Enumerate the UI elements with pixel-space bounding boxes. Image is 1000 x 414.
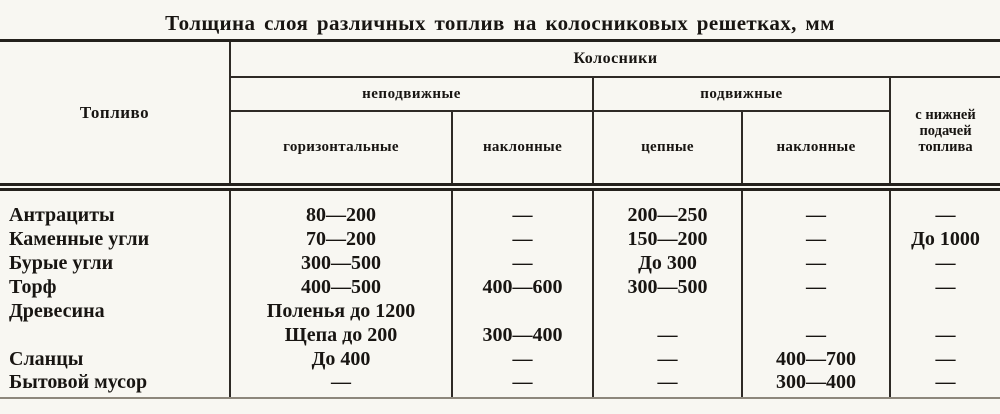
column-header-inclined-movable: наклонные <box>742 111 891 191</box>
value-cell: — <box>742 275 891 299</box>
bottom-feed-line-3: топлива <box>918 138 973 155</box>
value-cell: 400—700 <box>742 347 891 371</box>
fuel-name-cell <box>0 323 231 347</box>
fuel-name-cell: Каменные угли <box>0 227 231 251</box>
value-cell: — <box>593 323 743 347</box>
value-cell: — <box>742 187 891 227</box>
value-cell: 70—200 <box>230 227 453 251</box>
table-row-shales: Сланцы До 400 — — 400—700 — <box>0 347 1000 371</box>
fuel-name-cell: Антрациты <box>0 187 231 227</box>
value-cell: — <box>593 371 743 399</box>
value-cell: Щепа до 200 <box>230 323 453 347</box>
column-header-horizontal: горизонтальные <box>230 111 453 191</box>
bottom-feed-line-1: с нижней <box>915 106 976 123</box>
value-cell: 300—400 <box>742 371 891 399</box>
column-header-chain: цепные <box>593 111 743 191</box>
value-cell <box>890 299 1000 323</box>
header-row-groups: Топливо Колосники <box>0 39 1000 191</box>
column-header-fuel: Топливо <box>0 39 231 191</box>
value-cell: — <box>593 347 743 371</box>
value-cell: — <box>935 347 956 370</box>
table-row-peat: Торф 400—500 400—600 300—500 — — <box>0 275 1000 299</box>
table-row-household-refuse: Бытовой мусор — — — 300—400 — <box>0 371 1000 399</box>
value-cell: До 300 <box>593 251 743 275</box>
header-row-subgroups: неподвижные подвижные с нижней подачей т… <box>0 77 1000 191</box>
value-cell: — <box>742 251 891 275</box>
value-cell: — <box>452 227 594 251</box>
value-cell <box>452 299 594 323</box>
value-cell: 300—500 <box>593 275 743 299</box>
value-cell: 80—200 <box>230 187 453 227</box>
value-cell: — <box>452 251 594 275</box>
value-cell: — <box>935 323 956 346</box>
header-row-leaf: горизонтальные наклонные цепные наклонны… <box>0 111 1000 191</box>
page-title: Толщина слоя различных топлив на колосни… <box>165 11 835 35</box>
value-cell <box>742 299 891 323</box>
table-row-anthracites: Антрациты 80—200 — 200—250 — — <box>0 187 1000 227</box>
table-row-brown-coals: Бурые угли 300—500 — До 300 — — <box>0 251 1000 275</box>
value-cell: Поленья до 1200 <box>230 299 453 323</box>
fuel-thickness-table: Топливо Колосники неподвижные подвижные … <box>0 39 1000 399</box>
value-cell: — <box>452 187 594 227</box>
column-header-inclined-fixed: наклонные <box>452 111 594 191</box>
value-cell: 400—600 <box>452 275 594 299</box>
column-group-header-grates: Колосники <box>230 39 1000 78</box>
table-row-wood-logs: Древесина Поленья до 1200 <box>0 299 1000 323</box>
table-row-hard-coals: Каменные угли 70—200 — 150—200 — До 1000 <box>0 227 1000 251</box>
column-subgroup-movable: подвижные <box>593 77 891 112</box>
value-cell: 300—500 <box>230 251 453 275</box>
fuel-name-cell: Сланцы <box>0 347 231 371</box>
value-cell: — <box>742 323 891 347</box>
value-cell <box>593 299 743 323</box>
value-cell: 150—200 <box>593 227 743 251</box>
fuel-name-cell: Древесина <box>0 299 231 323</box>
value-cell: 400—500 <box>230 275 453 299</box>
value-cell: До 400 <box>230 347 453 371</box>
value-cell: — <box>230 371 453 399</box>
value-cell: — <box>935 275 956 298</box>
value-cell: — <box>452 347 594 371</box>
column-header-bottom-feed: с нижней подачей топлива <box>888 77 1000 191</box>
column-subgroup-fixed: неподвижные <box>230 77 594 112</box>
value-cell: 200—250 <box>593 187 743 227</box>
table-row-wood-chips: Щепа до 200 300—400 — — — <box>0 323 1000 347</box>
value-cell: — <box>935 204 956 226</box>
bottom-feed-line-2: подачей <box>919 122 972 139</box>
fuel-name-cell: Торф <box>0 275 231 299</box>
value-cell: 300—400 <box>452 323 594 347</box>
value-cell: До 1000 <box>911 227 980 250</box>
fuel-name-cell: Бурые угли <box>0 251 231 275</box>
fuel-name-cell: Бытовой мусор <box>0 371 231 399</box>
value-cell: — <box>935 251 956 274</box>
value-cell: — <box>452 371 594 399</box>
value-cell: — <box>742 227 891 251</box>
value-cell: — <box>890 371 1000 399</box>
